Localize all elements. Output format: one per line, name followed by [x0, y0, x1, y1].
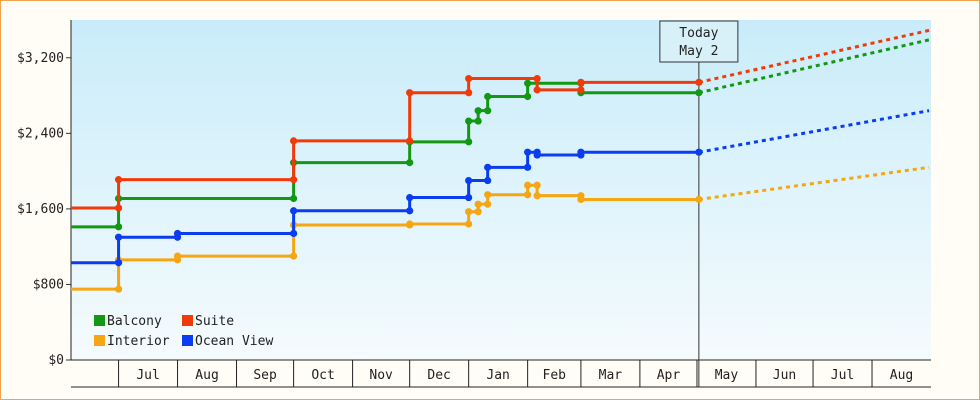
month-label: Feb — [543, 368, 567, 383]
data-point-suite — [290, 137, 298, 145]
legend-label-suite: Suite — [195, 314, 234, 329]
month-label: Nov — [369, 368, 393, 383]
today-label-box — [659, 20, 739, 63]
legend-swatch-interior — [94, 335, 105, 346]
y-tick-label: $800 — [33, 277, 64, 292]
data-point-interior — [484, 200, 492, 208]
data-point-balcony — [474, 117, 482, 125]
y-tick-label: $2,400 — [17, 126, 64, 141]
y-axis: $0 $800 $1,600 $2,400 $3,200 — [17, 20, 72, 368]
data-point-ocean-view — [695, 148, 703, 156]
data-point-ocean-view — [406, 207, 414, 215]
data-point-balcony — [524, 92, 532, 101]
data-point-ocean-view — [524, 148, 532, 156]
month-label: May — [715, 368, 739, 383]
data-point-interior — [406, 220, 414, 228]
legend-swatch-ocean-view — [182, 335, 193, 346]
data-point-ocean-view — [114, 259, 123, 267]
data-point-ocean-view — [465, 176, 473, 185]
series-line-suite — [71, 77, 699, 210]
plot-background — [71, 20, 931, 360]
data-point-ocean-view — [533, 151, 541, 159]
data-point-balcony — [114, 223, 123, 231]
data-point-ocean-view — [484, 163, 492, 171]
data-point-suite — [577, 78, 585, 86]
data-point-suite — [465, 89, 473, 97]
data-point-suite — [290, 176, 298, 184]
series-lines — [71, 28, 930, 293]
month-label: Mar — [599, 368, 623, 383]
data-point-ocean-view — [173, 229, 182, 238]
today-marker: Today May 2 — [659, 20, 739, 387]
data-point-ocean-view — [577, 148, 585, 156]
data-point-suite — [533, 86, 541, 94]
legend-label-balcony: Balcony — [107, 314, 162, 329]
legend-swatch-suite — [182, 315, 193, 326]
data-point-balcony — [290, 194, 298, 203]
month-label: Jul — [136, 368, 159, 383]
data-point-suite — [406, 137, 414, 145]
month-label: Sep — [253, 368, 277, 383]
data-point-balcony — [474, 107, 482, 115]
data-point-suite — [406, 89, 414, 97]
y-tick-label: $0 — [48, 353, 64, 368]
month-label: Jun — [773, 368, 796, 383]
data-point-balcony — [524, 79, 532, 87]
data-point-interior — [465, 220, 473, 228]
data-point-interior — [524, 181, 532, 189]
data-point-suite — [533, 74, 541, 83]
data-point-balcony — [406, 159, 414, 167]
legend-label-interior: Interior — [107, 334, 170, 349]
data-point-interior — [173, 252, 182, 260]
y-tick-label: $1,600 — [17, 202, 64, 217]
legend: Balcony Suite Interior Ocean View — [94, 314, 273, 349]
data-point-interior — [524, 191, 532, 199]
forecast-line-interior — [698, 165, 930, 201]
forecast-line-ocean-view — [698, 109, 930, 154]
data-point-interior — [695, 195, 703, 204]
data-point-ocean-view — [524, 163, 532, 171]
month-label: Jan — [486, 368, 509, 383]
data-point-interior — [465, 208, 473, 216]
data-point-balcony — [465, 138, 473, 146]
month-label: Dec — [427, 368, 450, 383]
data-point-interior — [290, 252, 298, 260]
data-point-interior — [484, 191, 492, 199]
data-point-ocean-view — [465, 193, 473, 202]
data-point-suite — [577, 86, 585, 94]
data-point-suite — [465, 74, 473, 83]
data-point-interior — [474, 208, 482, 216]
data-point-balcony — [484, 92, 492, 101]
month-label: Aug — [890, 368, 913, 383]
today-label-line2: May 2 — [679, 44, 718, 59]
today-label-line1: Today — [679, 26, 718, 41]
legend-label-ocean-view: Ocean View — [195, 334, 273, 349]
month-label: Jul — [831, 368, 854, 383]
legend-swatch-balcony — [94, 315, 105, 326]
data-point-ocean-view — [290, 229, 298, 238]
data-point-ocean-view — [114, 233, 123, 241]
data-point-balcony — [465, 117, 473, 125]
month-label: Oct — [311, 368, 334, 383]
y-tick-label: $3,200 — [17, 51, 64, 66]
data-point-suite — [695, 78, 703, 86]
data-point-suite — [114, 176, 123, 184]
data-point-ocean-view — [406, 193, 414, 202]
month-label: Aug — [195, 368, 218, 383]
data-point-interior — [533, 192, 541, 200]
data-point-ocean-view — [290, 207, 298, 215]
data-point-interior — [577, 195, 585, 204]
month-label: Apr — [657, 368, 681, 383]
data-point-interior — [474, 200, 482, 208]
data-point-interior — [533, 181, 541, 189]
data-point-interior — [114, 285, 123, 293]
data-point-balcony — [695, 89, 703, 97]
data-point-ocean-view — [484, 176, 492, 185]
data-point-suite — [114, 204, 123, 212]
x-axis: Jul Aug Sep Oct Nov Dec Jan Feb Mar Apr May Jun Jul A… — [71, 359, 931, 388]
data-point-balcony — [484, 107, 492, 115]
